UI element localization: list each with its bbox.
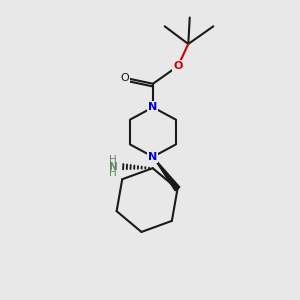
- Text: N: N: [148, 102, 158, 112]
- Text: N: N: [148, 152, 158, 162]
- Text: H: H: [109, 155, 117, 165]
- Polygon shape: [153, 157, 180, 191]
- Text: H: H: [109, 168, 117, 178]
- Text: N: N: [148, 152, 158, 162]
- Text: O: O: [121, 73, 129, 83]
- Text: O: O: [173, 61, 183, 71]
- Text: N: N: [148, 102, 158, 112]
- Text: N: N: [109, 162, 117, 172]
